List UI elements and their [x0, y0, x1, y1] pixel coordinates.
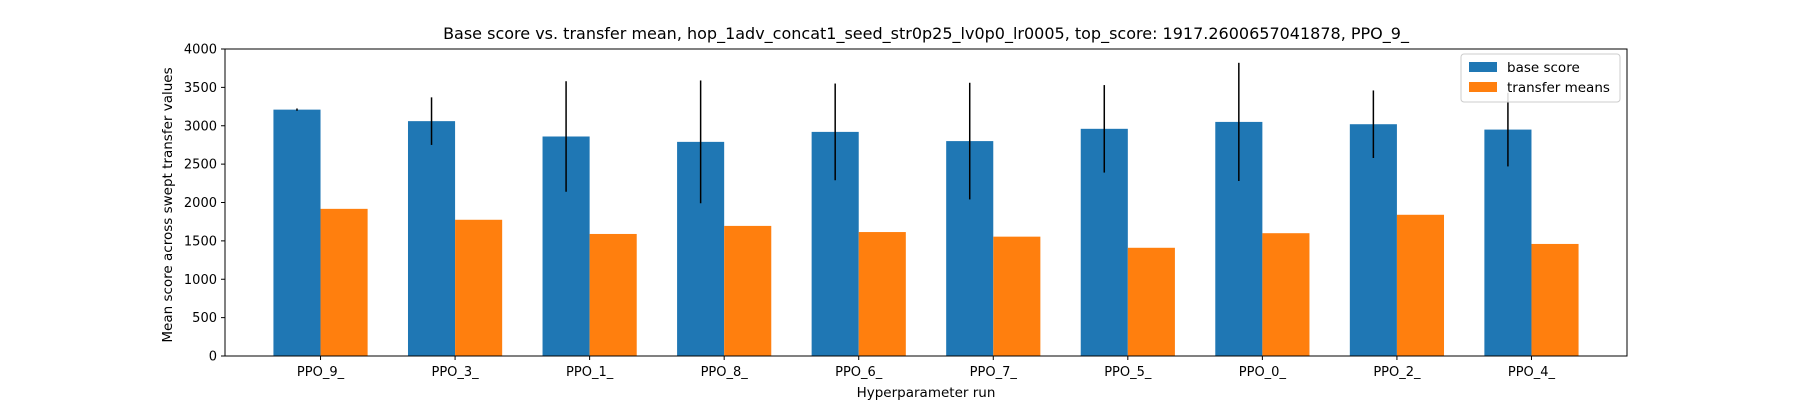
- bar-transfer-means-PPO_9: [320, 208, 368, 356]
- bar-base-score-PPO_9: [273, 109, 321, 356]
- y-axis-label: Mean score across swept transfer values: [160, 67, 176, 342]
- y-tick-label: 1500: [184, 234, 217, 249]
- legend-swatch: [1469, 82, 1497, 92]
- x-tick-label: PPO_4_: [1508, 365, 1556, 380]
- bar-transfer-means-PPO_3: [455, 219, 503, 356]
- x-tick-label: PPO_1_: [566, 365, 614, 380]
- legend-box: [1460, 53, 1621, 103]
- x-tick-label: PPO_3_: [431, 365, 479, 380]
- y-tick-label: 3000: [184, 119, 217, 134]
- bar-base-score-PPO_3: [407, 121, 456, 357]
- bar-transfer-means-PPO_6: [858, 232, 906, 356]
- bar-base-score-PPO_4: [1484, 129, 1532, 356]
- x-tick-label: PPO_0_: [1239, 365, 1287, 380]
- chart-title: Base score vs. transfer mean, hop_1adv_c…: [443, 24, 1410, 44]
- x-tick-label: PPO_6_: [835, 365, 883, 380]
- bar-transfer-means-PPO_7: [993, 236, 1041, 356]
- y-tick-label: 3500: [184, 81, 217, 96]
- legend-entry-label: transfer means: [1507, 80, 1610, 96]
- plot-area: 0 500 1000 1500 2000 2500 3000 3500 4000 PPO_9_ PP…: [184, 43, 1628, 380]
- legend: base score transfer means: [1460, 53, 1621, 103]
- bar-transfer-means-PPO_1: [589, 233, 637, 356]
- y-tick-label: 4000: [184, 43, 217, 58]
- y-tick-label: 2000: [184, 196, 217, 211]
- x-tick-label: PPO_2_: [1373, 365, 1421, 380]
- y-tick-label: 1000: [184, 273, 217, 288]
- x-tick-label: PPO_8_: [701, 365, 749, 380]
- y-tick-label: 2500: [184, 158, 217, 173]
- bar-transfer-means-PPO_2: [1396, 214, 1445, 356]
- x-tick-label: PPO_5_: [1104, 365, 1152, 380]
- y-tick-label: 0: [209, 350, 217, 365]
- x-tick-label: PPO_7_: [970, 365, 1018, 380]
- legend-entry-label: base score: [1507, 60, 1580, 76]
- bar-base-score-PPO_2: [1349, 124, 1397, 356]
- bar-transfer-means-PPO_4: [1531, 243, 1579, 356]
- x-tick-label: PPO_9_: [297, 365, 345, 380]
- x-axis-label: Hyperparameter run: [857, 385, 996, 400]
- bar-transfer-means-PPO_5: [1127, 247, 1175, 356]
- y-tick-label: 500: [192, 311, 217, 326]
- bar-transfer-means-PPO_8: [724, 225, 772, 356]
- bar-transfer-means-PPO_0: [1262, 233, 1310, 356]
- legend-swatch: [1469, 62, 1497, 72]
